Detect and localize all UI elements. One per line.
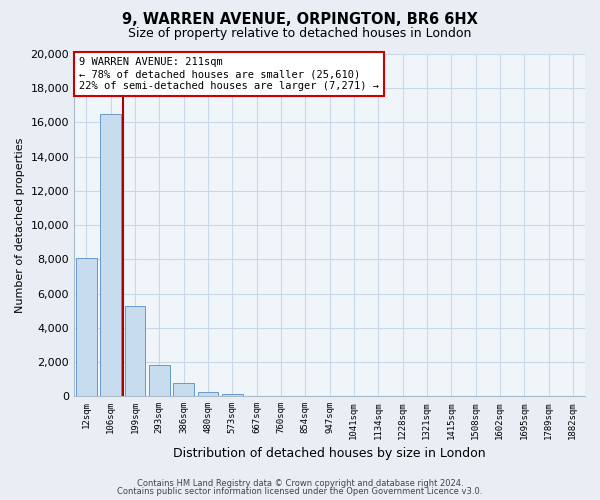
- Text: 9 WARREN AVENUE: 211sqm
← 78% of detached houses are smaller (25,610)
22% of sem: 9 WARREN AVENUE: 211sqm ← 78% of detache…: [79, 58, 379, 90]
- Y-axis label: Number of detached properties: Number of detached properties: [15, 138, 25, 313]
- Bar: [197, 392, 218, 396]
- Text: Size of property relative to detached houses in London: Size of property relative to detached ho…: [128, 28, 472, 40]
- Text: 9, WARREN AVENUE, ORPINGTON, BR6 6HX: 9, WARREN AVENUE, ORPINGTON, BR6 6HX: [122, 12, 478, 28]
- Bar: [76, 258, 97, 396]
- Bar: [222, 394, 242, 396]
- Bar: [173, 384, 194, 396]
- Bar: [100, 114, 121, 396]
- Text: Contains public sector information licensed under the Open Government Licence v3: Contains public sector information licen…: [118, 487, 482, 496]
- Text: Contains HM Land Registry data © Crown copyright and database right 2024.: Contains HM Land Registry data © Crown c…: [137, 478, 463, 488]
- Bar: [125, 306, 145, 396]
- Bar: [149, 366, 170, 396]
- X-axis label: Distribution of detached houses by size in London: Distribution of detached houses by size …: [173, 447, 486, 460]
